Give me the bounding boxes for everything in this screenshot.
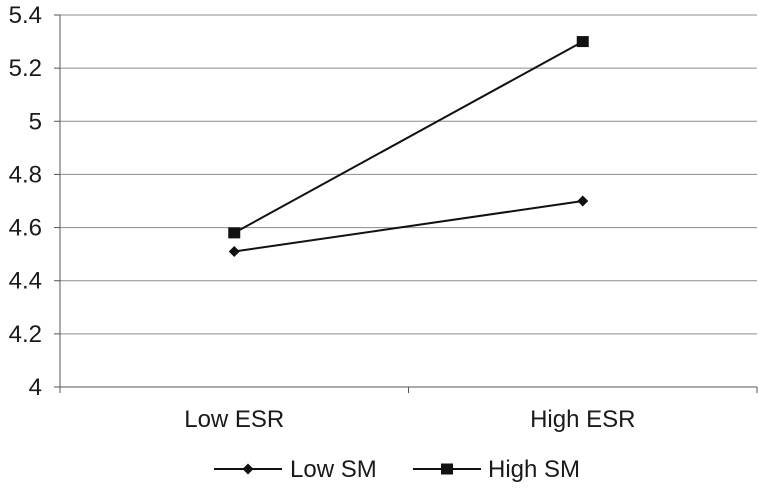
data-point [228,245,240,257]
series-line [233,40,584,234]
y-tick-labels: 4 4.2 4.4 4.6 4.8 5 5.2 5.4 [9,2,42,401]
series-line [234,200,583,253]
legend-marker [441,463,453,475]
y-tick-label: 4.4 [9,268,42,295]
series-high-sm [228,36,589,239]
y-tick-label: 4.2 [9,321,42,348]
y-tick-label: 5 [29,108,42,135]
y-tick-label: 4.8 [9,161,42,188]
legend-item: High SM [413,456,580,483]
series-low-sm [228,195,589,257]
y-tick-label: 4 [29,374,42,401]
legend-label: Low SM [290,456,377,483]
data-point [228,227,241,239]
legend: Low SM High SM [214,456,580,483]
legend-label: High SM [488,456,580,483]
data-point [577,195,589,207]
axes [54,14,758,393]
x-tick-label: High ESR [530,406,635,433]
y-tick-label: 5.4 [9,2,42,29]
series [228,36,589,257]
y-tick-label: 4.6 [9,215,42,242]
grid-lines [60,14,757,335]
data-point [576,36,589,48]
legend-marker [242,463,254,475]
x-tick-label: Low ESR [184,406,284,433]
x-tick-labels: Low ESR High ESR [184,406,635,433]
y-tick-label: 5.2 [9,55,42,82]
legend-item: Low SM [214,456,377,483]
